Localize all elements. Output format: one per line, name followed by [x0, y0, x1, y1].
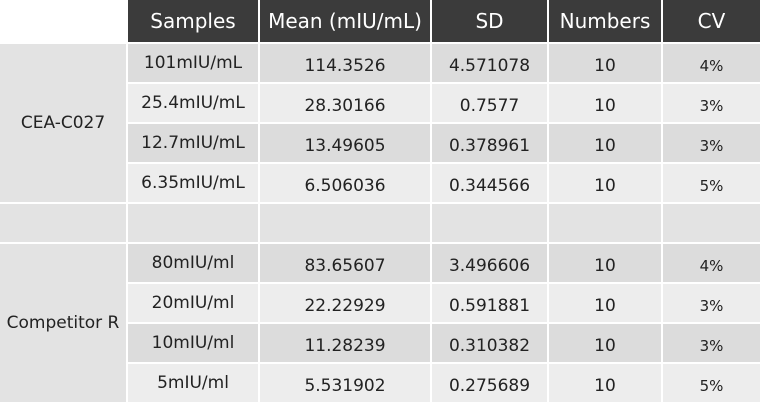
group-label: CEA-C027 [0, 44, 128, 204]
spacer-cell [0, 204, 128, 244]
table-cell: 25.4mIU/mL [128, 84, 260, 124]
table-cell: 5mIU/ml [128, 364, 260, 404]
table-cell: 6.506036 [260, 164, 432, 204]
spacer-cell [260, 204, 432, 244]
table-cell: 10 [549, 324, 663, 364]
table-cell: 83.65607 [260, 244, 432, 284]
spacer-cell [432, 204, 549, 244]
table-cell: 0.310382 [432, 324, 549, 364]
table-cell: 10 [549, 284, 663, 324]
table-cell: 0.7577 [432, 84, 549, 124]
table-cell: 0.378961 [432, 124, 549, 164]
table-cell: 4.571078 [432, 44, 549, 84]
table-cell: 3% [663, 124, 762, 164]
table-cell: 0.591881 [432, 284, 549, 324]
table-cell: 10 [549, 244, 663, 284]
group-label: Competitor R [0, 244, 128, 404]
table-cell: 13.49605 [260, 124, 432, 164]
table-cell: 3.496606 [432, 244, 549, 284]
table-cell: 10 [549, 124, 663, 164]
spacer-cell [128, 204, 260, 244]
column-header: Numbers [549, 0, 663, 44]
table-cell: 22.22929 [260, 284, 432, 324]
table-cell: 4% [663, 44, 762, 84]
table-cell: 20mIU/ml [128, 284, 260, 324]
table-cell: 5% [663, 364, 762, 404]
column-header: Mean (mIU/mL) [260, 0, 432, 44]
table-cell: 0.344566 [432, 164, 549, 204]
column-header: SD [432, 0, 549, 44]
table-cell: 10 [549, 84, 663, 124]
table-cell: 101mIU/mL [128, 44, 260, 84]
column-header: CV [663, 0, 762, 44]
table-cell: 80mIU/ml [128, 244, 260, 284]
column-header: Samples [128, 0, 260, 44]
table-cell: 28.30166 [260, 84, 432, 124]
table-cell: 3% [663, 84, 762, 124]
table-cell: 11.28239 [260, 324, 432, 364]
table-cell: 4% [663, 244, 762, 284]
table-cell: 5.531902 [260, 364, 432, 404]
table-cell: 12.7mIU/mL [128, 124, 260, 164]
spacer-cell [549, 204, 663, 244]
table-cell: 10mIU/ml [128, 324, 260, 364]
spacer-cell [663, 204, 762, 244]
table-cell: 3% [663, 284, 762, 324]
table-cell: 0.275689 [432, 364, 549, 404]
table-cell: 10 [549, 164, 663, 204]
table-cell: 10 [549, 44, 663, 84]
table-cell: 5% [663, 164, 762, 204]
table-cell: 3% [663, 324, 762, 364]
table-cell: 114.3526 [260, 44, 432, 84]
table-cell: 10 [549, 364, 663, 404]
table-cell: 6.35mIU/mL [128, 164, 260, 204]
